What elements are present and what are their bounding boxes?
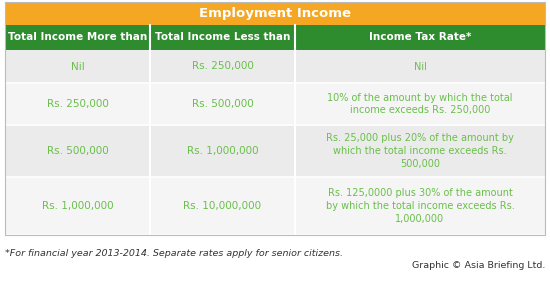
Text: Rs. 125,0000 plus 30% of the amount
by which the total income exceeds Rs.
1,000,: Rs. 125,0000 plus 30% of the amount by w… xyxy=(326,188,514,224)
Bar xyxy=(5,177,545,235)
Bar xyxy=(5,2,545,235)
Text: Rs. 1,000,000: Rs. 1,000,000 xyxy=(186,146,258,156)
Text: Nil: Nil xyxy=(70,61,84,72)
Text: Income Tax Rate*: Income Tax Rate* xyxy=(369,32,471,43)
Text: Total Income Less than: Total Income Less than xyxy=(155,32,290,43)
Text: Total Income More than: Total Income More than xyxy=(8,32,147,43)
Text: Rs. 250,000: Rs. 250,000 xyxy=(191,61,254,72)
Text: Rs. 10,000,000: Rs. 10,000,000 xyxy=(184,201,262,211)
Text: Rs. 500,000: Rs. 500,000 xyxy=(191,99,254,109)
Text: Employment Income: Employment Income xyxy=(199,7,351,20)
Text: Graphic © Asia Briefing Ltd.: Graphic © Asia Briefing Ltd. xyxy=(411,261,545,270)
Bar xyxy=(5,25,545,50)
Text: Nil: Nil xyxy=(414,61,426,72)
Bar xyxy=(5,83,545,125)
Bar xyxy=(5,2,545,25)
Text: Rs. 25,000 plus 20% of the amount by
which the total income exceeds Rs.
500,000: Rs. 25,000 plus 20% of the amount by whi… xyxy=(326,133,514,169)
Text: 10% of the amount by which the total
income exceeds Rs. 250,000: 10% of the amount by which the total inc… xyxy=(327,93,513,115)
Text: Rs. 1,000,000: Rs. 1,000,000 xyxy=(42,201,113,211)
Bar xyxy=(5,125,545,177)
Text: Rs. 500,000: Rs. 500,000 xyxy=(47,146,108,156)
Bar xyxy=(5,50,545,83)
Text: Rs. 250,000: Rs. 250,000 xyxy=(47,99,108,109)
Text: *For financial year 2013-2014. Separate rates apply for senior citizens.: *For financial year 2013-2014. Separate … xyxy=(5,249,343,258)
